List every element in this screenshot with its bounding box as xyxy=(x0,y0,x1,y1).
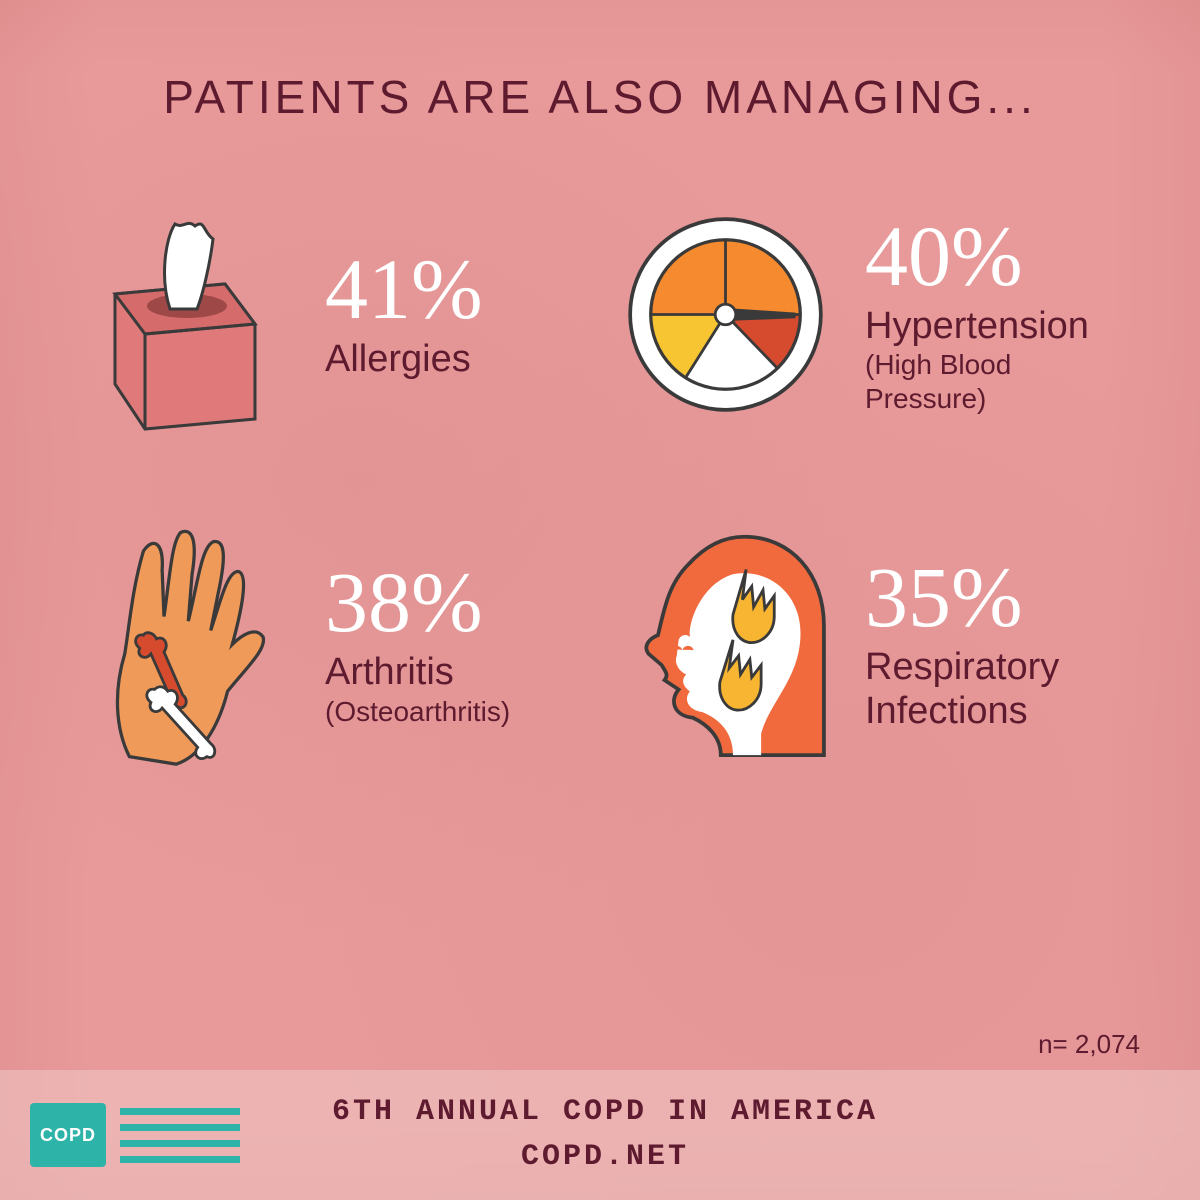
stat-label: Arthritis xyxy=(325,651,590,695)
stat-percent: 35% xyxy=(865,554,1130,640)
sample-size: n= 2,074 xyxy=(1038,1029,1140,1060)
stat-allergies: 41% Allergies xyxy=(70,184,590,444)
footer-line2: COPD.NET xyxy=(240,1135,970,1180)
stat-hypertension: 40% Hypertension (High Blood Pressure) xyxy=(610,184,1130,444)
stat-percent: 41% xyxy=(325,246,590,332)
stat-label: Allergies xyxy=(325,338,590,382)
logo-badge: COPD xyxy=(30,1103,106,1167)
stat-label: Hypertension xyxy=(865,305,1130,349)
stat-sublabel: (High Blood Pressure) xyxy=(865,348,1130,415)
page-title: PATIENTS ARE ALSO MANAGING... xyxy=(0,0,1200,124)
footer: COPD 6TH ANNUAL COPD IN AMERICA COPD.NET xyxy=(0,1070,1200,1200)
footer-line1: 6TH ANNUAL COPD IN AMERICA xyxy=(240,1090,970,1135)
stat-respiratory: 35% RespiratoryInfections xyxy=(610,514,1130,774)
stats-grid: 41% Allergies 40% Hyp xyxy=(0,124,1200,774)
stat-percent: 40% xyxy=(865,213,1130,299)
tissue-box-icon xyxy=(70,184,300,444)
stat-sublabel: (Osteoarthritis) xyxy=(325,695,590,729)
stat-label: RespiratoryInfections xyxy=(865,646,1130,733)
logo-flag-lines xyxy=(120,1108,240,1163)
hand-bone-icon xyxy=(70,514,300,774)
footer-text: 6TH ANNUAL COPD IN AMERICA COPD.NET xyxy=(240,1090,970,1180)
copd-logo: COPD xyxy=(30,1103,240,1167)
stat-arthritis: 38% Arthritis (Osteoarthritis) xyxy=(70,514,590,774)
pressure-gauge-icon xyxy=(610,184,840,444)
head-fire-icon xyxy=(610,514,840,774)
stat-percent: 38% xyxy=(325,559,590,645)
